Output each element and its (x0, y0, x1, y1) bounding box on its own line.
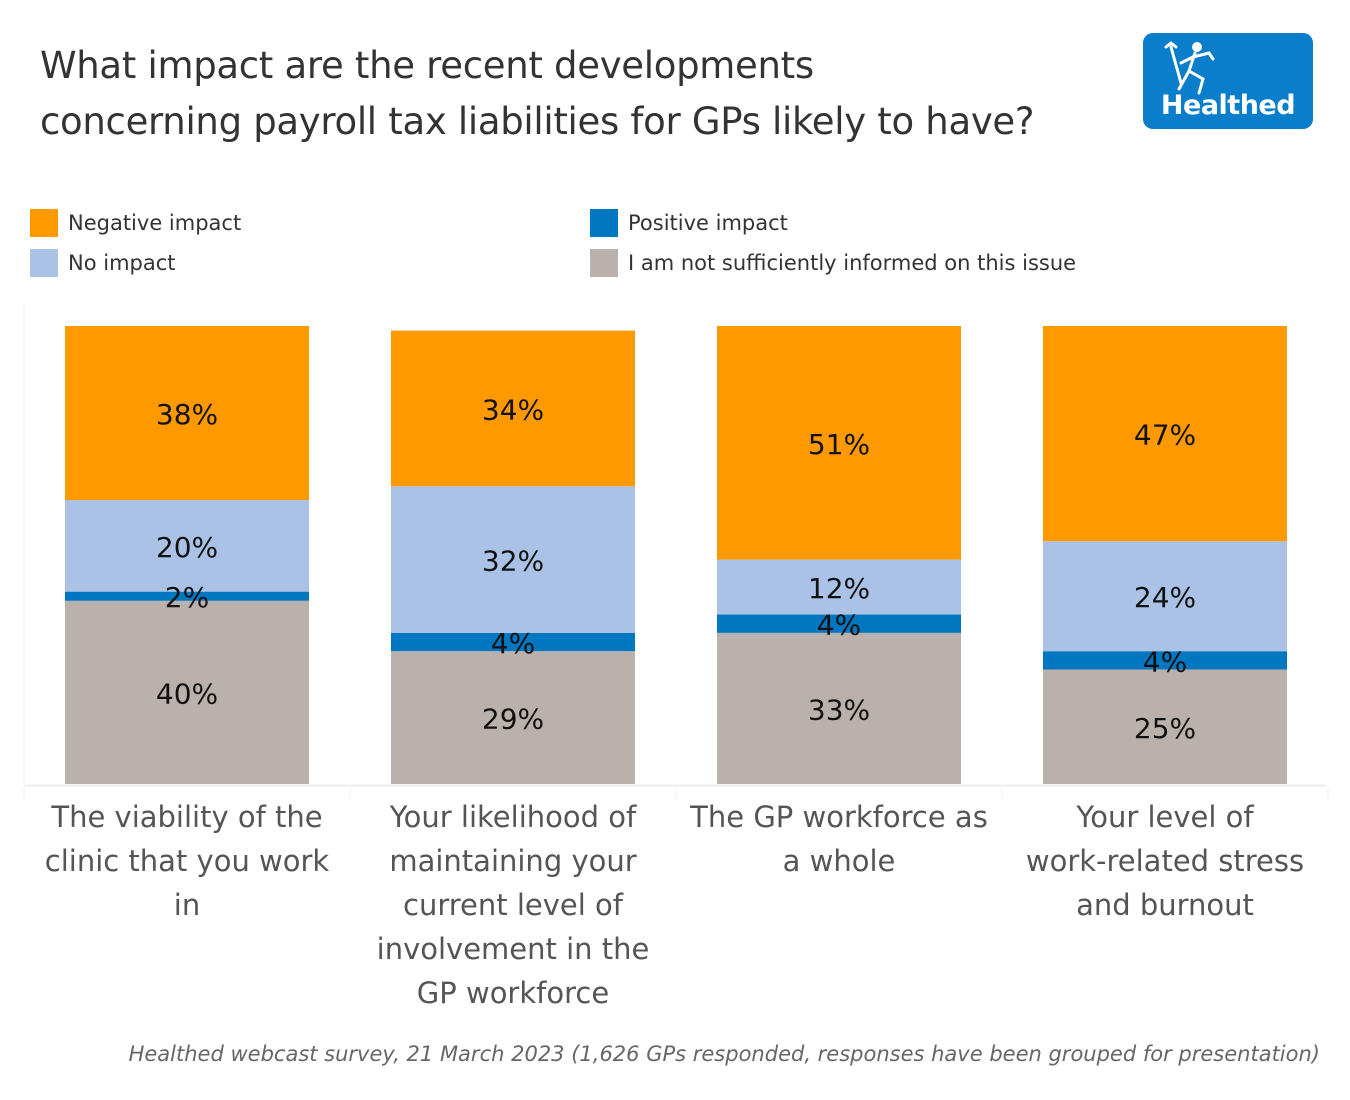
bar-segment-no-impact (65, 500, 309, 592)
category-label-line: involvement in the (376, 932, 650, 966)
data-label-i-am-not-sufficiently-informed-on-this-issue: 29% (482, 703, 544, 736)
bar-segment-no-impact (717, 559, 961, 615)
healthed-logo: Healthed (1143, 33, 1313, 129)
bar-segment-no-impact (391, 486, 635, 633)
legend-label: No impact (68, 251, 176, 275)
category-label-line: Your level of (1076, 800, 1254, 834)
legend: Negative impact Positive impact No impac… (30, 205, 1330, 285)
category-label: Your likelihood of maintaining your curren… (350, 795, 676, 1015)
category-label-line: The GP workforce as (690, 800, 988, 834)
category-label: The viability of the clinic that you work… (24, 795, 350, 927)
legend-item-positive-impact: Positive impact (590, 208, 788, 238)
bar-segment-positive-impact (717, 614, 961, 633)
category-label: The GP workforce as a whole (676, 795, 1002, 883)
legend-swatch-positive-impact (590, 209, 618, 237)
data-label-positive-impact: 4% (491, 627, 535, 660)
chart-title: What impact are the recent developments … (40, 38, 1120, 150)
category-label-line: Your likelihood of (389, 800, 637, 834)
data-label-i-am-not-sufficiently-informed-on-this-issue: 33% (808, 693, 870, 726)
legend-label: Positive impact (628, 211, 788, 235)
data-label-positive-impact: 2% (165, 581, 209, 614)
legend-label: Negative impact (68, 211, 242, 235)
category-label-line: maintaining your (389, 844, 637, 878)
data-label-no-impact: 20% (156, 531, 218, 564)
bar-segment-i-am-not-sufficiently-informed-on-this-issue (391, 651, 635, 784)
data-label-negative-impact: 51% (808, 428, 870, 461)
data-label-no-impact: 32% (482, 545, 544, 578)
legend-item-no-impact: No impact (30, 248, 176, 278)
data-label-no-impact: 24% (1134, 581, 1196, 614)
chart-title-line-2: concerning payroll tax liabilities for G… (40, 100, 1035, 143)
category-label-line: work-related stress (1025, 844, 1305, 878)
logo-text: Healthed (1160, 90, 1296, 121)
legend-label: I am not sufficiently informed on this i… (628, 251, 1077, 275)
legend-swatch-negative-impact (30, 209, 58, 237)
bar-segment-negative-impact (65, 326, 309, 501)
data-label-negative-impact: 38% (156, 398, 218, 431)
category-label-line: a whole (782, 844, 896, 878)
data-label-i-am-not-sufficiently-informed-on-this-issue: 25% (1134, 712, 1196, 745)
data-label-no-impact: 12% (808, 572, 870, 605)
category-label: Your level of work-related stress and burn… (1002, 795, 1328, 927)
bar-segment-negative-impact (391, 330, 635, 487)
bar-segment-i-am-not-sufficiently-informed-on-this-issue (65, 600, 309, 784)
bar-segment-positive-impact (391, 632, 635, 652)
bar-segment-i-am-not-sufficiently-informed-on-this-issue (717, 632, 961, 784)
category-label-line: clinic that you work (44, 844, 330, 878)
bar-segment-negative-impact (717, 326, 961, 560)
data-label-positive-impact: 4% (1143, 645, 1187, 678)
data-label-negative-impact: 47% (1134, 419, 1196, 452)
stacked-bar-chart: 40% 2% 20% 38% 29% 4% 32% 34% 33% 4% 12% 51% 25% 4% 24… (23, 304, 1329, 800)
data-label-positive-impact: 4% (817, 609, 861, 642)
legend-swatch-no-impact (30, 249, 58, 277)
data-label-negative-impact: 34% (482, 393, 544, 426)
category-label-line: GP workforce (416, 976, 610, 1010)
footnote: Healthed webcast survey, 21 March 2023 (… (128, 1042, 1320, 1066)
legend-item-not-informed: I am not sufficiently informed on this i… (590, 248, 1076, 278)
data-label-i-am-not-sufficiently-informed-on-this-issue: 40% (156, 677, 218, 710)
bar-segment-no-impact (1043, 541, 1287, 652)
category-label-line: and burnout (1076, 888, 1254, 922)
legend-item-negative-impact: Negative impact (30, 208, 241, 238)
bar-segment-negative-impact (1043, 326, 1287, 542)
chart-title-line-1: What impact are the recent developments (40, 44, 814, 87)
bar-segment-positive-impact (1043, 651, 1287, 670)
bar-segment-i-am-not-sufficiently-informed-on-this-issue (1043, 669, 1287, 784)
legend-swatch-not-informed (590, 249, 618, 277)
bar-segment-positive-impact (65, 591, 309, 601)
category-label-line: in (173, 888, 201, 922)
category-label-line: The viability of the (51, 800, 323, 834)
runner-figure-icon (1164, 41, 1215, 95)
category-label-line: current level of (403, 888, 623, 922)
